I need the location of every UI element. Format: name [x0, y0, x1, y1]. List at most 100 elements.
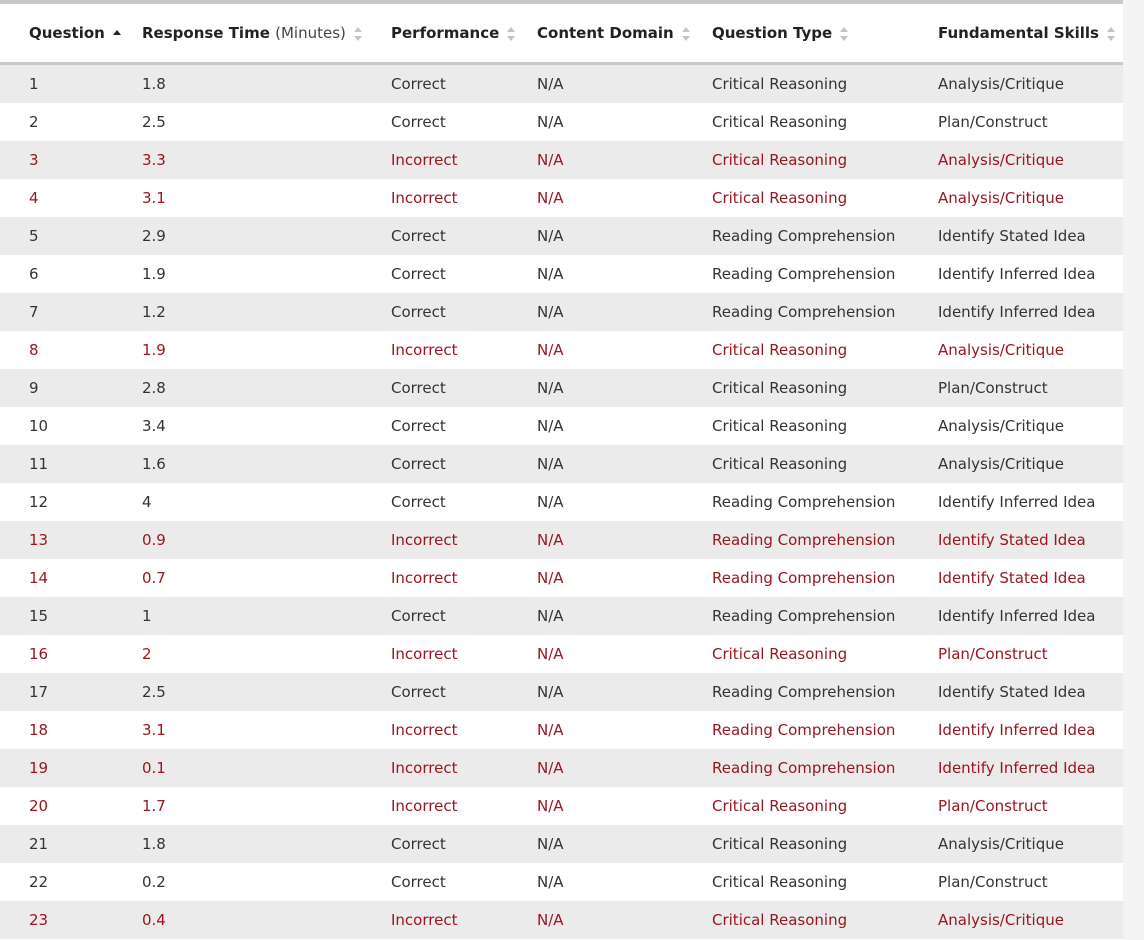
sort-icon[interactable]: [507, 26, 516, 41]
question-number-cell: 3: [0, 141, 142, 179]
performance-cell: Incorrect: [391, 645, 458, 663]
performance-cell: Correct: [391, 63, 537, 103]
response-time-cell: 3.4: [142, 417, 166, 435]
performance-cell: Incorrect: [391, 341, 458, 359]
table-row: 20 1.7 Incorrect N/A Critical Reasoning Plan/…: [0, 787, 1123, 825]
question-number-cell: 9: [0, 369, 142, 407]
response-time-cell: 1: [142, 597, 391, 635]
table-row: 8 1.9 Incorrect N/A Critical Reasoning Analys…: [0, 331, 1123, 369]
header-label: Content Domain: [537, 24, 674, 42]
content-domain-cell: N/A: [537, 341, 564, 359]
column-header-question-type[interactable]: Question Type: [712, 4, 938, 65]
question-type-cell: Critical Reasoning: [712, 113, 848, 131]
fundamental-skill-cell: Analysis/Critique: [938, 141, 1123, 179]
question-number-cell: 14: [29, 569, 49, 587]
performance-cell: Correct: [391, 825, 537, 863]
response-time-cell: 4: [142, 493, 152, 511]
table-row: 14 0.7 Incorrect N/A Reading Comprehension Id…: [0, 559, 1123, 597]
response-time-cell: 1.8: [142, 825, 391, 863]
question-number-cell: 20: [29, 797, 49, 815]
fundamental-skill-cell: Identify Stated Idea: [938, 521, 1123, 559]
question-type-cell: Reading Comprehension: [712, 673, 938, 711]
question-type-cell: Critical Reasoning: [712, 873, 848, 891]
question-number-cell: 10: [29, 417, 49, 435]
performance-cell: Correct: [391, 293, 537, 331]
content-domain-cell: N/A: [537, 293, 712, 331]
question-number-cell: 16: [29, 645, 49, 663]
question-number-cell: 5: [0, 217, 142, 255]
table-row: 18 3.1 Incorrect N/A Reading Comprehension Id…: [0, 711, 1123, 749]
fundamental-skill-cell: Plan/Construct: [938, 113, 1048, 131]
performance-cell: Correct: [391, 265, 446, 283]
question-type-cell: Reading Comprehension: [712, 265, 896, 283]
sort-icon[interactable]: [353, 26, 363, 41]
sort-icon[interactable]: [1107, 26, 1116, 41]
performance-cell: Incorrect: [391, 189, 458, 207]
sort-icon[interactable]: [681, 26, 691, 41]
content-domain-cell: N/A: [537, 825, 712, 863]
question-number-cell: 7: [0, 293, 142, 331]
response-time-cell: 2.8: [142, 369, 391, 407]
response-time-cell: 0.4: [142, 901, 391, 939]
table-row: 6 1.9 Correct N/A Reading Comprehension Ident…: [0, 255, 1123, 293]
header-label: Performance: [391, 24, 500, 42]
performance-cell: Correct: [391, 217, 537, 255]
performance-cell: Incorrect: [391, 721, 458, 739]
fundamental-skill-cell: Analysis/Critique: [938, 825, 1123, 863]
question-type-cell: Reading Comprehension: [712, 493, 896, 511]
table-row: 22 0.2 Correct N/A Critical Reasoning Plan/Co…: [0, 863, 1123, 901]
response-time-cell: 3.1: [142, 189, 166, 207]
fundamental-skill-cell: Analysis/Critique: [938, 189, 1064, 207]
column-header-performance[interactable]: Performance: [391, 4, 537, 65]
header-label: Question: [29, 24, 105, 42]
content-domain-cell: N/A: [537, 749, 712, 787]
content-domain-cell: N/A: [537, 797, 564, 815]
fundamental-skill-cell: Identify Inferred Idea: [938, 293, 1123, 331]
question-number-cell: 12: [29, 493, 49, 511]
question-type-cell: Critical Reasoning: [712, 369, 938, 407]
header-label: Question Type: [712, 24, 833, 42]
response-time-cell: 1.2: [142, 293, 391, 331]
question-number-cell: 6: [29, 265, 39, 283]
header-unit: (Minutes): [275, 24, 346, 42]
table-row: 21 1.8 Correct N/A Critical Reasoning Analysi…: [0, 825, 1123, 863]
response-time-cell: 2.5: [142, 673, 391, 711]
content-domain-cell: N/A: [537, 569, 564, 587]
performance-cell: Correct: [391, 673, 537, 711]
question-type-cell: Reading Comprehension: [712, 217, 938, 255]
question-number-cell: 2: [29, 113, 39, 131]
question-type-cell: Critical Reasoning: [712, 417, 848, 435]
table-row: 15 1 Correct N/A Reading Comprehension Identi…: [0, 597, 1123, 635]
table-row: 16 2 Incorrect N/A Critical Reasoning Plan/Co…: [0, 635, 1123, 673]
column-header-response-time[interactable]: Response Time (Minutes): [142, 4, 391, 65]
table-row: 5 2.9 Correct N/A Reading Comprehension Ident…: [0, 217, 1123, 255]
fundamental-skill-cell: Identify Inferred Idea: [938, 721, 1096, 739]
question-number-cell: 22: [29, 873, 49, 891]
content-domain-cell: N/A: [537, 189, 564, 207]
question-type-cell: Critical Reasoning: [712, 797, 848, 815]
content-domain-cell: N/A: [537, 521, 712, 559]
column-header-content-domain[interactable]: Content Domain: [537, 4, 712, 65]
response-time-cell: 3.1: [142, 721, 166, 739]
response-time-cell: 0.1: [142, 749, 391, 787]
content-domain-cell: N/A: [537, 445, 712, 483]
response-time-cell: 0.7: [142, 569, 166, 587]
sort-ascending-icon[interactable]: [112, 27, 122, 41]
question-number-cell: 11: [0, 445, 142, 483]
sort-icon[interactable]: [840, 26, 849, 41]
fundamental-skill-cell: Identify Stated Idea: [938, 673, 1123, 711]
question-number-cell: 13: [0, 521, 142, 559]
fundamental-skill-cell: Analysis/Critique: [938, 63, 1123, 103]
table-row: 4 3.1 Incorrect N/A Critical Reasoning Analys…: [0, 179, 1123, 217]
table-row: 9 2.8 Correct N/A Critical Reasoning Plan/Con…: [0, 369, 1123, 407]
column-header-question[interactable]: Question: [0, 4, 142, 65]
response-time-cell: 2.9: [142, 217, 391, 255]
response-time-cell: 1.8: [142, 63, 391, 103]
question-type-cell: Reading Comprehension: [712, 721, 896, 739]
table-row: 11 1.6 Correct N/A Critical Reasoning Analysi…: [0, 445, 1123, 483]
table-row: 13 0.9 Incorrect N/A Reading Comprehension Id…: [0, 521, 1123, 559]
column-header-fundamental-skills[interactable]: Fundamental Skills: [938, 4, 1123, 65]
content-domain-cell: N/A: [537, 113, 564, 131]
content-domain-cell: N/A: [537, 493, 564, 511]
performance-cell: Correct: [391, 369, 537, 407]
